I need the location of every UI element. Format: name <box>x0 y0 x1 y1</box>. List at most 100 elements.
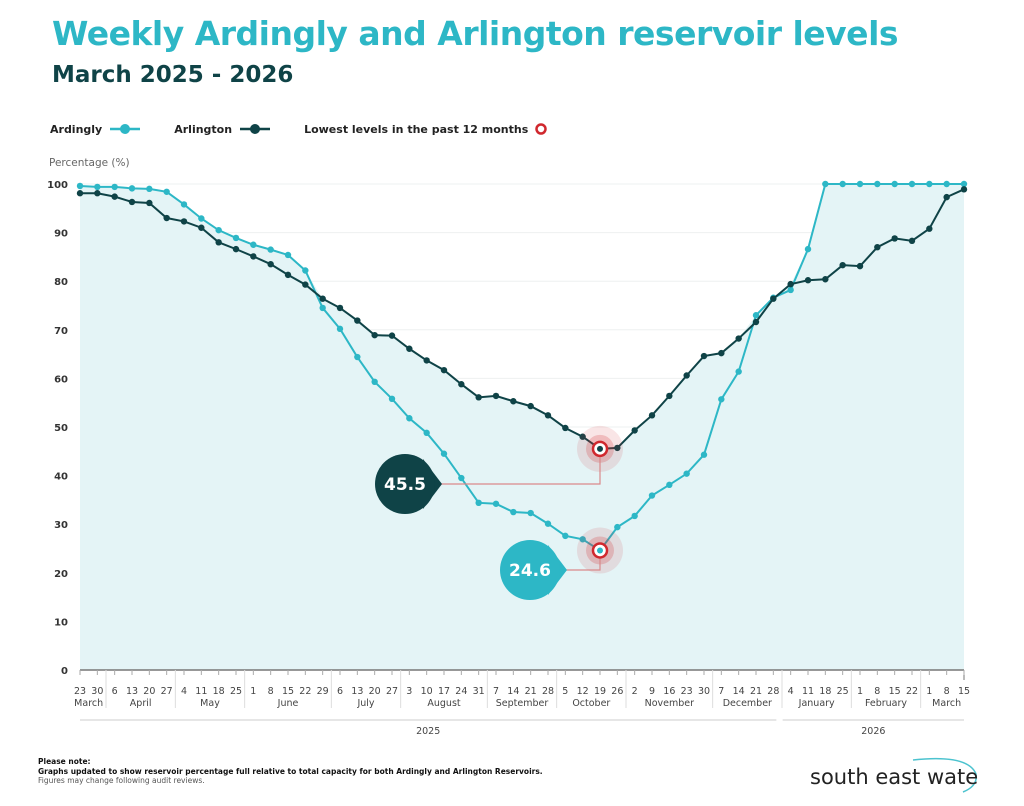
ardingly-line-icon <box>110 124 141 134</box>
x-tick-label: 8 <box>944 686 950 697</box>
arlington-point <box>839 261 846 269</box>
x-tick-label: 3 <box>406 686 412 697</box>
arlington-point <box>302 281 309 288</box>
y-tick-label: 80 <box>54 277 68 288</box>
arlington-point <box>336 304 344 312</box>
ardingly-point <box>319 304 326 312</box>
ardingly-point <box>839 180 846 188</box>
callout-pointer <box>423 459 442 509</box>
month-label: August <box>427 698 461 709</box>
ardingly-point <box>631 512 638 520</box>
x-tick-label: 20 <box>143 686 155 697</box>
ardingly-point <box>527 509 534 517</box>
ardingly-point <box>700 451 708 458</box>
x-tick-label: 15 <box>958 686 970 697</box>
arlington-point <box>76 190 84 197</box>
lowest-halo <box>577 527 623 574</box>
arlington-point <box>475 394 482 401</box>
arlington-point <box>527 402 534 410</box>
ardingly-point <box>787 286 794 294</box>
arlington-point <box>94 190 101 197</box>
ardingly-point <box>215 226 222 234</box>
y-tick-label: 30 <box>54 520 68 531</box>
x-tick-label: 24 <box>455 686 467 697</box>
lowest-point <box>597 547 603 554</box>
x-tick-label: 20 <box>369 686 381 697</box>
x-tick-label: 17 <box>438 686 450 697</box>
south-east-water-logo: south east water <box>808 754 987 802</box>
x-tick-label: 13 <box>126 686 138 697</box>
ardingly-point <box>354 353 361 361</box>
legend: Ardingly Arlington Lowest levels in the … <box>50 122 582 136</box>
footnote: Please note: Graphs updated to show rese… <box>38 757 543 786</box>
arlington-point <box>440 366 448 374</box>
callout-pointer <box>548 545 567 595</box>
ardingly-point <box>960 180 968 188</box>
arlington-point <box>770 295 777 302</box>
ardingly-point <box>302 267 309 274</box>
arlington-point <box>943 193 950 201</box>
ardingly-point <box>544 520 552 527</box>
legend-arlington: Arlington <box>174 123 272 136</box>
month-label: April <box>130 698 152 709</box>
ardingly-point <box>510 508 517 516</box>
x-tick-label: 23 <box>681 686 693 697</box>
callout-bubble <box>500 540 560 600</box>
arlington-point <box>423 357 430 364</box>
x-tick-label: 15 <box>889 686 901 697</box>
month-label: February <box>865 698 907 709</box>
x-tick-label: 14 <box>507 686 519 697</box>
x-tick-label: 21 <box>525 686 537 697</box>
arlington-point <box>492 392 500 400</box>
ardingly-point <box>804 245 812 253</box>
arlington-point <box>510 398 517 405</box>
ardingly-point <box>440 450 448 457</box>
x-tick-label: 12 <box>577 686 589 697</box>
x-tick-label: 1 <box>926 686 932 697</box>
y-tick-label: 90 <box>54 229 68 240</box>
ardingly-point <box>180 201 188 208</box>
x-tick-label: 4 <box>181 686 187 697</box>
callout-value: 45.5 <box>384 475 426 495</box>
x-tick-label: 14 <box>733 686 745 697</box>
x-tick-label: 25 <box>837 686 849 697</box>
ardingly-point <box>128 185 136 192</box>
arlington-point <box>163 214 170 222</box>
ardingly-point <box>475 499 482 507</box>
month-label: September <box>496 698 549 709</box>
legend-ardingly-label: Ardingly <box>50 122 103 136</box>
ardingly-point <box>336 325 344 333</box>
lowest-point <box>597 445 603 452</box>
x-tick-label: 11 <box>802 686 814 697</box>
x-tick-label: 27 <box>161 686 173 697</box>
ardingly-point <box>250 241 257 248</box>
arlington-point <box>562 424 569 432</box>
arlington-point <box>822 276 829 283</box>
x-tick-label: 29 <box>317 686 329 697</box>
ardingly-point <box>267 246 274 253</box>
arlington-point <box>267 260 274 268</box>
ardingly-point <box>406 415 413 422</box>
legend-lowest: Lowest levels in the past 12 months <box>304 122 550 136</box>
year-label: 2026 <box>861 726 885 737</box>
x-tick-label: 7 <box>718 686 724 697</box>
x-tick-label: 25 <box>230 686 242 697</box>
ardingly-point <box>371 378 378 386</box>
arlington-point <box>648 412 656 419</box>
y-tick-label: 10 <box>54 617 68 628</box>
y-tick-label: 100 <box>47 180 68 191</box>
x-tick-label: 9 <box>649 686 655 697</box>
lowest-halo <box>577 425 623 472</box>
arlington-point <box>804 277 812 284</box>
arlington-point <box>787 280 794 288</box>
ardingly-point <box>76 182 84 190</box>
y-tick-label: 0 <box>61 666 68 677</box>
x-tick-label: 7 <box>493 686 499 697</box>
ardingly-point <box>198 215 205 222</box>
x-tick-label: 5 <box>562 686 568 697</box>
arlington-point <box>856 262 864 270</box>
legend-ardingly: Ardingly <box>50 123 142 136</box>
ardingly-point <box>163 188 170 195</box>
x-tick-label: 28 <box>542 686 554 697</box>
